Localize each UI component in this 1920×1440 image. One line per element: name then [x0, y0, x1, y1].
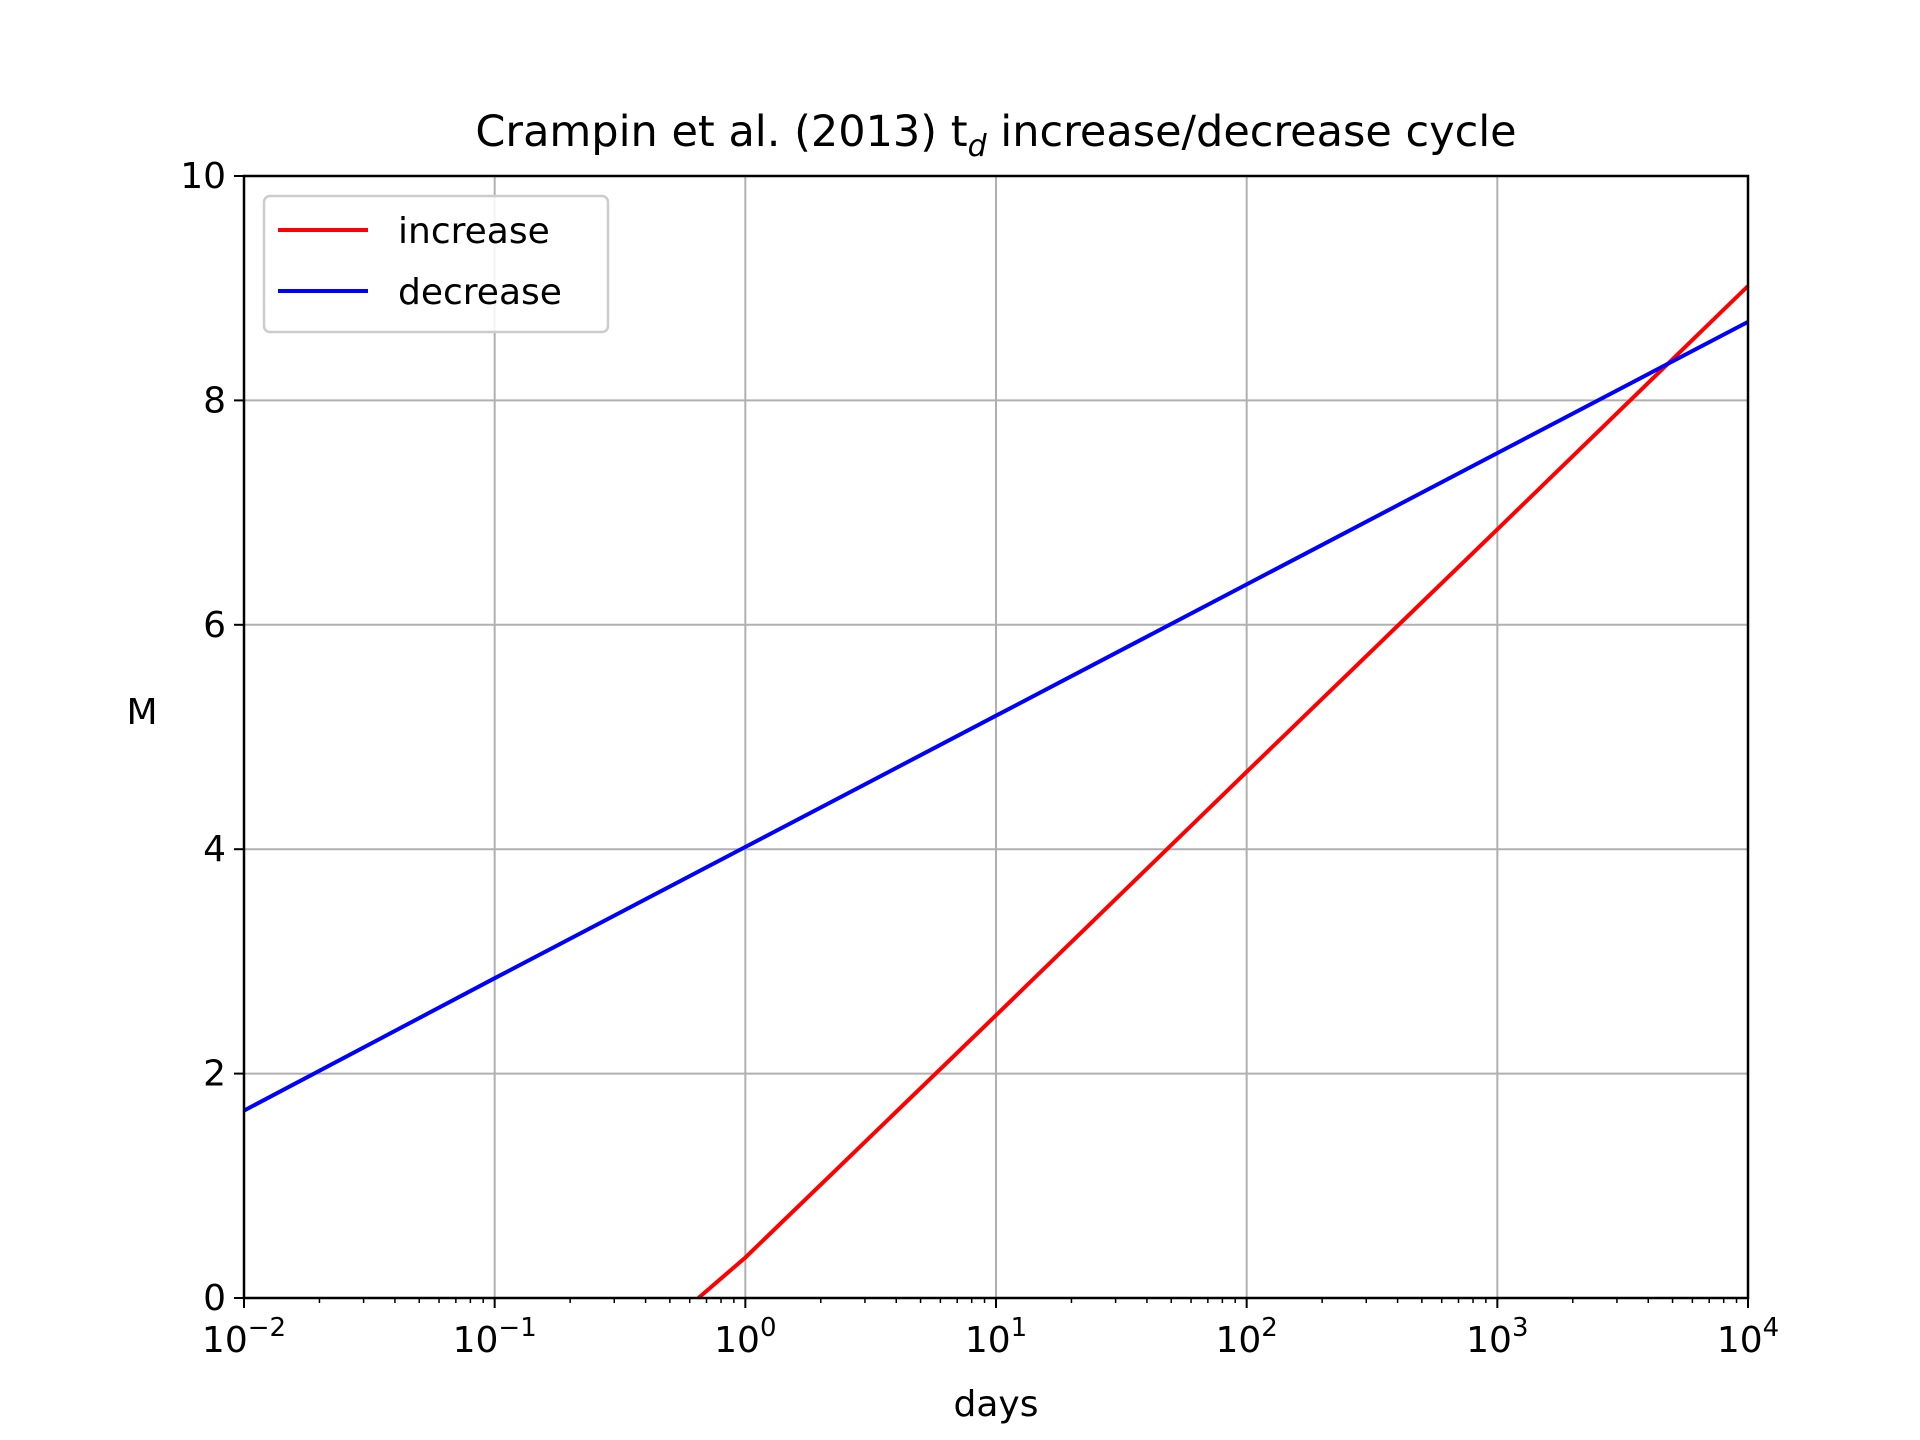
y-tick-label: 6 [203, 605, 226, 646]
chart-title-subscript: d [968, 129, 988, 164]
x-axis: 10−2 10−1 100 101 102 103 104 [202, 1298, 1779, 1361]
series-line-decrease [243, 320, 1749, 1113]
chart-title-suffix: increase/decrease cycle [987, 107, 1517, 157]
y-tick-label: 8 [203, 380, 226, 421]
x-tick-label: 10−2 [202, 1313, 286, 1361]
x-tick-label: 102 [1215, 1313, 1277, 1361]
x-tick-label: 104 [1717, 1313, 1779, 1361]
x-tick-label: 100 [714, 1313, 776, 1361]
legend-label-increase: increase [398, 211, 550, 252]
x-axis-label: days [954, 1384, 1039, 1425]
chart-title: Crampin et al. (2013) td increase/decrea… [475, 107, 1516, 164]
series-line-increase [697, 284, 1750, 1300]
series-layer [243, 284, 1750, 1300]
x-tick-label: 101 [965, 1313, 1027, 1361]
x-tick-label: 103 [1466, 1313, 1528, 1361]
y-tick-label: 10 [180, 156, 226, 197]
y-tick-label: 0 [203, 1278, 226, 1319]
legend-label-decrease: decrease [398, 272, 562, 313]
y-axis: 0 2 4 6 8 10 [180, 156, 244, 1319]
y-tick-label: 2 [203, 1054, 226, 1095]
y-tick-label: 4 [203, 829, 226, 870]
legend: increase decrease [262, 194, 610, 334]
y-axis-label: M [126, 692, 157, 733]
chart-title-main: Crampin et al. (2013) t [475, 107, 967, 157]
x-tick-label: 10−1 [453, 1313, 537, 1361]
